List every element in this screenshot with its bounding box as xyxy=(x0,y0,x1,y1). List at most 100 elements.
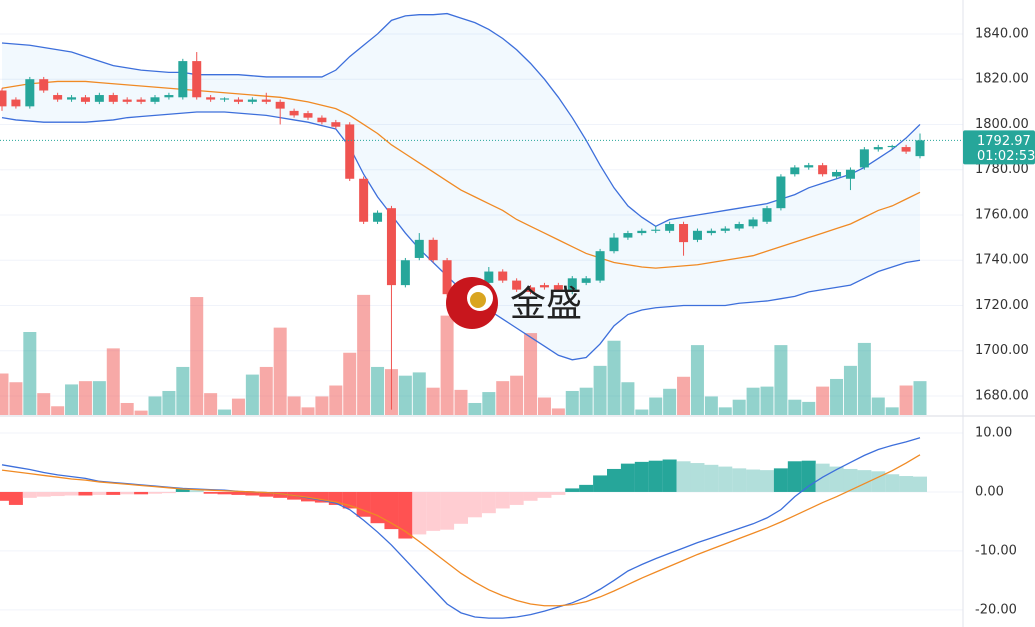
volume-bar xyxy=(760,386,774,415)
macd-bar xyxy=(899,476,914,492)
y2-tick-label: 10.00 xyxy=(975,425,1012,440)
volume-bar xyxy=(774,345,788,415)
candle-body xyxy=(442,260,452,295)
macd-bar xyxy=(412,491,427,535)
volume-bar xyxy=(816,386,830,415)
macd-bar xyxy=(467,491,482,518)
macd-bar xyxy=(565,488,580,492)
macd-bar xyxy=(690,463,705,492)
macd-bar xyxy=(913,476,927,492)
volume-bar xyxy=(412,372,426,415)
macd-bar xyxy=(78,491,93,496)
y-tick-label: 1680.00 xyxy=(975,388,1029,403)
candle-body xyxy=(261,99,271,102)
volume-bar xyxy=(885,407,899,415)
candle-body xyxy=(804,165,814,168)
candle-body xyxy=(762,208,772,222)
band-line xyxy=(1,12,921,228)
volume-bar xyxy=(301,407,315,415)
volume-bar xyxy=(190,297,204,415)
volume-bar xyxy=(23,332,37,415)
macd-bar xyxy=(718,466,733,492)
candle-body xyxy=(331,122,341,127)
y2-tick-label: 0.00 xyxy=(975,484,1004,499)
macd-line xyxy=(1,454,921,607)
candle-body xyxy=(275,101,285,109)
volume-bar xyxy=(231,398,245,415)
macd-bar xyxy=(217,491,232,495)
macd-bar xyxy=(50,491,65,497)
candle-body xyxy=(915,140,925,157)
volume-bar xyxy=(510,375,524,415)
volume-bar xyxy=(0,373,9,415)
volume-bar xyxy=(245,374,259,415)
candle-body xyxy=(192,61,202,98)
volume-bar xyxy=(593,365,607,415)
volume-bar xyxy=(704,396,718,415)
candle-body xyxy=(178,61,188,98)
macd-bar xyxy=(0,491,9,501)
candle-body xyxy=(136,99,146,102)
candle-body xyxy=(665,224,675,231)
candle-body xyxy=(0,90,7,107)
macd-bar xyxy=(648,460,663,492)
volume-bar xyxy=(913,381,927,415)
macd-bar xyxy=(231,491,246,495)
volume-bar xyxy=(621,382,635,415)
y-tick-label: 1800.00 xyxy=(975,117,1029,132)
candle-body xyxy=(595,251,605,281)
candle-body xyxy=(303,113,313,118)
y2-tick-label: -10.00 xyxy=(975,543,1017,558)
macd-bar xyxy=(314,491,329,503)
logo-coin xyxy=(470,292,486,308)
volume-bar xyxy=(857,342,871,415)
macd-bar xyxy=(175,489,190,492)
volume-bar xyxy=(329,385,343,415)
candle-body xyxy=(748,219,758,227)
candle-body xyxy=(289,110,299,116)
macd-bar xyxy=(593,475,608,492)
candle-body xyxy=(498,271,508,281)
volume-bar xyxy=(426,387,440,415)
macd-bar xyxy=(22,491,37,498)
macd-bar xyxy=(537,491,552,498)
volume-bar xyxy=(134,410,148,415)
volume-bar xyxy=(663,388,677,415)
candle-body xyxy=(790,167,800,175)
macd-bar xyxy=(843,468,858,492)
macd-bar xyxy=(579,484,594,492)
macd-bar xyxy=(523,491,538,501)
candle-body xyxy=(25,79,35,107)
macd-bar xyxy=(161,491,176,494)
volume-bar xyxy=(454,389,468,415)
y-tick-label: 1720.00 xyxy=(975,298,1029,313)
volume-bar xyxy=(537,397,551,415)
macd-bar xyxy=(634,461,649,492)
candle-body xyxy=(220,98,230,100)
volume-bar xyxy=(565,390,579,415)
macd-bar xyxy=(370,491,385,524)
macd-bar xyxy=(64,491,79,496)
candle-body xyxy=(651,229,661,231)
volume-bar xyxy=(148,396,162,415)
y-tick-label: 1820.00 xyxy=(975,72,1029,87)
candle-body xyxy=(53,95,63,100)
candle-body xyxy=(679,224,689,243)
candle-body xyxy=(581,278,591,283)
volume-bar xyxy=(315,396,329,415)
candle-body xyxy=(317,117,327,123)
macd-bar xyxy=(440,491,455,530)
watermark: 金盛 xyxy=(446,277,582,329)
band-line xyxy=(1,80,921,269)
macd-bar xyxy=(829,466,844,492)
y-tick-label: 1700.00 xyxy=(975,343,1029,358)
y-tick-label: 1780.00 xyxy=(975,162,1029,177)
macd-bar xyxy=(203,491,218,494)
macd-bar xyxy=(801,460,816,492)
volume-bar xyxy=(218,409,232,415)
volume-bar xyxy=(746,387,760,415)
volume-bar xyxy=(176,366,190,415)
candle-body xyxy=(400,260,410,286)
volume-bar xyxy=(357,294,371,415)
